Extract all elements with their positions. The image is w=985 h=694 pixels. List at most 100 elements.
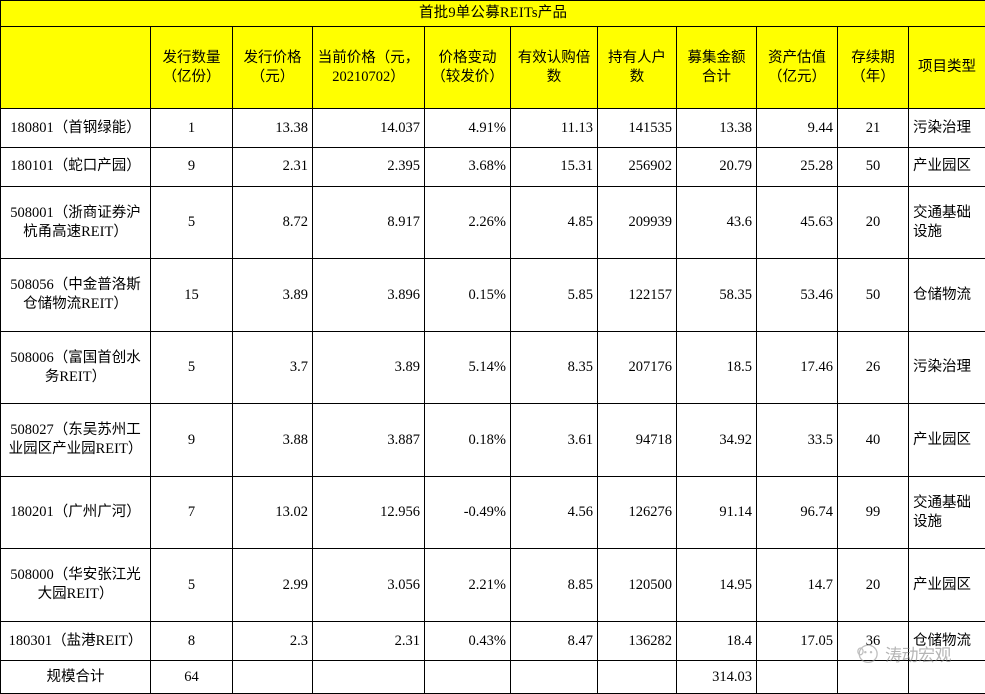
cell-current-price: 8.917 <box>312 185 425 260</box>
cell-issue-volume: 9 <box>150 403 233 477</box>
cell-raised-total: 13.38 <box>676 108 757 148</box>
cell-price-change: 3.68% <box>424 146 511 187</box>
column-header-asset-value: 资产估值（亿元） <box>756 26 838 109</box>
cell-project-type: 污染治理 <box>907 108 985 148</box>
cell-price-change: -0.49% <box>424 475 511 550</box>
cell-duration: 50 <box>837 258 909 332</box>
cell-issue-volume: 1 <box>150 108 233 148</box>
cell-subscription-multiple: 8.47 <box>510 620 598 662</box>
cell-current-price: 2.395 <box>312 146 425 187</box>
column-header-raised-total: 募集金额合计 <box>676 26 757 109</box>
cell-issue-price: 3.89 <box>232 258 313 332</box>
cell-duration: 99 <box>837 475 909 550</box>
cell-issue-volume: 5 <box>150 185 233 260</box>
cell-holders: 141535 <box>597 108 677 148</box>
cell-holders: 94718 <box>597 403 677 477</box>
cell-current-price: 14.037 <box>312 108 425 148</box>
table-row: 180201（广州广河） 7 13.02 12.956 -0.49% 4.56 … <box>0 475 985 550</box>
cell-issue-volume: 15 <box>150 258 233 332</box>
cell-subscription-multiple: 4.85 <box>510 185 598 260</box>
cell-total-price-change <box>424 660 511 694</box>
cell-subscription-multiple: 15.31 <box>510 146 598 187</box>
cell-price-change: 2.26% <box>424 185 511 260</box>
cell-duration: 20 <box>837 548 909 622</box>
cell-product-name: 180801（首钢绿能） <box>0 108 151 148</box>
cell-duration: 26 <box>837 330 909 405</box>
table-row: 508027（东吴苏州工业园区产业园REIT） 9 3.88 3.887 0.1… <box>0 403 985 477</box>
cell-asset-value: 17.46 <box>756 330 838 405</box>
cell-duration: 50 <box>837 146 909 187</box>
cell-asset-value: 17.05 <box>756 620 838 662</box>
cell-subscription-multiple: 5.85 <box>510 258 598 332</box>
cell-price-change: 0.43% <box>424 620 511 662</box>
cell-holders: 136282 <box>597 620 677 662</box>
column-header-price-change: 价格变动（较发价） <box>424 26 511 109</box>
cell-issue-price: 8.72 <box>232 185 313 260</box>
cell-holders: 209939 <box>597 185 677 260</box>
cell-total-label: 规模合计 <box>0 660 151 694</box>
cell-holders: 120500 <box>597 548 677 622</box>
cell-issue-volume: 7 <box>150 475 233 550</box>
cell-issue-price: 2.31 <box>232 146 313 187</box>
cell-current-price: 3.887 <box>312 403 425 477</box>
cell-duration: 20 <box>837 185 909 260</box>
cell-product-name: 508000（华安张江光大园REIT） <box>0 548 151 622</box>
table-row: 508001（浙商证券沪杭甬高速REIT） 5 8.72 8.917 2.26%… <box>0 185 985 260</box>
cell-duration: 40 <box>837 403 909 477</box>
cell-subscription-multiple: 3.61 <box>510 403 598 477</box>
column-header-name <box>0 26 151 109</box>
table-row: 180301（盐港REIT） 8 2.3 2.31 0.43% 8.47 136… <box>0 620 985 662</box>
cell-asset-value: 53.46 <box>756 258 838 332</box>
cell-issue-price: 3.7 <box>232 330 313 405</box>
column-header-duration: 存续期（年） <box>837 26 909 109</box>
cell-current-price: 3.056 <box>312 548 425 622</box>
cell-total-raised-total: 314.03 <box>676 660 757 694</box>
cell-asset-value: 33.5 <box>756 403 838 477</box>
table-row: 508000（华安张江光大园REIT） 5 2.99 3.056 2.21% 8… <box>0 548 985 622</box>
cell-subscription-multiple: 4.56 <box>510 475 598 550</box>
cell-product-name: 180101（蛇口产园） <box>0 146 151 187</box>
cell-total-duration <box>837 660 909 694</box>
cell-subscription-multiple: 11.13 <box>510 108 598 148</box>
cell-current-price: 12.956 <box>312 475 425 550</box>
cell-project-type: 交通基础设施 <box>907 475 985 550</box>
cell-total-current-price <box>312 660 425 694</box>
cell-project-type: 污染治理 <box>907 330 985 405</box>
cell-asset-value: 45.63 <box>756 185 838 260</box>
cell-issue-price: 2.99 <box>232 548 313 622</box>
table-title: 首批9单公募REITs产品 <box>0 0 985 27</box>
cell-asset-value: 14.7 <box>756 548 838 622</box>
cell-total-project-type <box>907 660 985 694</box>
table-total-row: 规模合计 64 314.03 <box>0 660 985 694</box>
column-header-current-price: 当前价格（元，20210702） <box>312 26 425 109</box>
cell-product-name: 508056（中金普洛斯仓储物流REIT） <box>0 258 151 332</box>
cell-product-name: 508006（富国首创水务REIT） <box>0 330 151 405</box>
cell-asset-value: 25.28 <box>756 146 838 187</box>
cell-current-price: 3.896 <box>312 258 425 332</box>
cell-issue-volume: 8 <box>150 620 233 662</box>
cell-price-change: 2.21% <box>424 548 511 622</box>
cell-product-name: 180301（盐港REIT） <box>0 620 151 662</box>
table-row: 508056（中金普洛斯仓储物流REIT） 15 3.89 3.896 0.15… <box>0 258 985 332</box>
column-header-subscription: 有效认购倍数 <box>510 26 598 109</box>
column-header-issue-price: 发行价格（元） <box>232 26 313 109</box>
cell-product-name: 508027（东吴苏州工业园区产业园REIT） <box>0 403 151 477</box>
cell-price-change: 0.18% <box>424 403 511 477</box>
cell-issue-volume: 9 <box>150 146 233 187</box>
cell-current-price: 2.31 <box>312 620 425 662</box>
cell-duration: 21 <box>837 108 909 148</box>
cell-project-type: 产业园区 <box>907 403 985 477</box>
cell-issue-price: 13.38 <box>232 108 313 148</box>
cell-subscription-multiple: 8.85 <box>510 548 598 622</box>
cell-total-holders <box>597 660 677 694</box>
cell-raised-total: 14.95 <box>676 548 757 622</box>
cell-price-change: 0.15% <box>424 258 511 332</box>
cell-project-type: 产业园区 <box>907 146 985 187</box>
cell-asset-value: 9.44 <box>756 108 838 148</box>
table-title-row: 首批9单公募REITs产品 <box>0 0 985 27</box>
cell-project-type: 产业园区 <box>907 548 985 622</box>
cell-duration: 36 <box>837 620 909 662</box>
table-row: 508006（富国首创水务REIT） 5 3.7 3.89 5.14% 8.35… <box>0 330 985 405</box>
